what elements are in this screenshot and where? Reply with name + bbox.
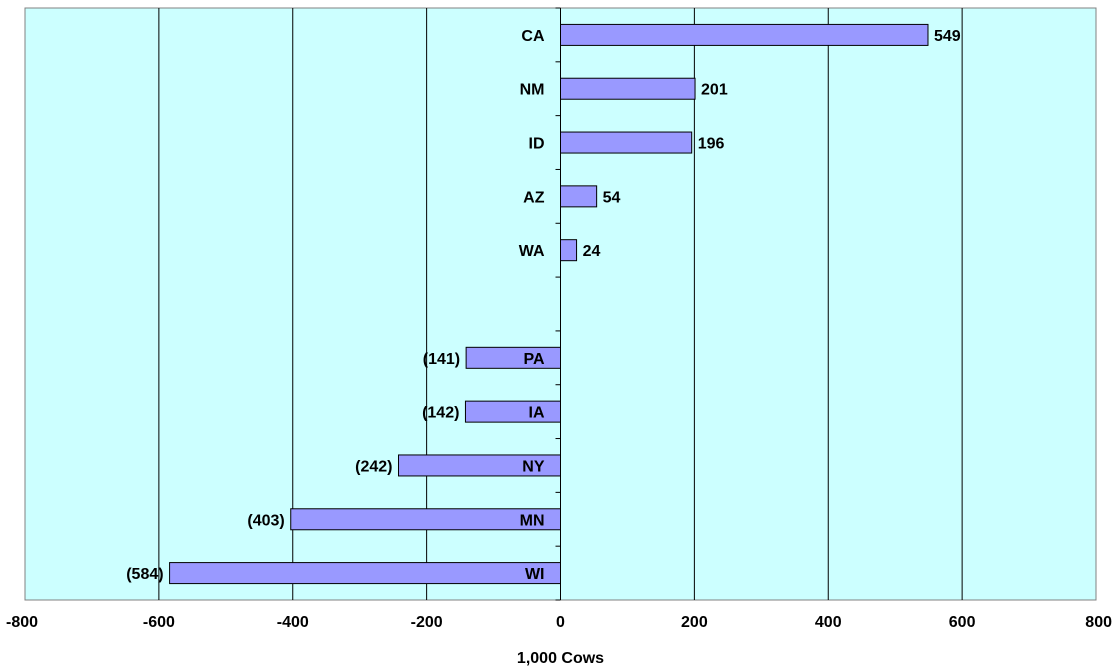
category-label: PA — [523, 351, 544, 368]
category-label: NY — [522, 458, 545, 475]
data-label: 196 — [698, 136, 725, 153]
category-labels: CA NM ID AZ WA PA IA NY MN WI — [519, 28, 545, 583]
x-tick-labels: -800 -600 -400 -200 0 200 400 600 800 — [6, 614, 1112, 631]
x-tick-label: -200 — [411, 614, 443, 631]
category-label: CA — [521, 28, 545, 45]
data-label: 24 — [583, 243, 601, 260]
bar-ia — [464, 400, 562, 423]
data-label: (142) — [422, 405, 459, 422]
data-labels: 549 201 196 54 24 (141) (142) (242) (403) (584) — [126, 28, 961, 583]
bar-wa — [560, 239, 578, 262]
bar-nm — [560, 77, 696, 100]
category-label: NM — [520, 82, 545, 99]
category-label: ID — [529, 136, 545, 153]
data-label: (403) — [247, 512, 284, 529]
bar-pa — [465, 346, 562, 369]
x-tick-label: 400 — [815, 614, 842, 631]
category-axis — [555, 7, 561, 601]
bar-ca — [560, 23, 929, 46]
bar-wi — [169, 562, 562, 585]
category-label: WA — [519, 243, 545, 260]
data-label: 54 — [603, 189, 621, 206]
x-tick-label: 200 — [681, 614, 708, 631]
x-tick-label: 0 — [556, 614, 565, 631]
bar-az — [560, 185, 598, 208]
data-label: 549 — [934, 28, 961, 45]
bar-id — [560, 131, 693, 154]
data-label: (242) — [355, 458, 392, 475]
category-label: MN — [520, 512, 545, 529]
data-label: 201 — [701, 82, 728, 99]
x-tick-label: -600 — [143, 614, 175, 631]
x-axis-title: 1,000 Cows — [517, 650, 604, 667]
category-label: WI — [525, 566, 545, 583]
x-tick-label: -400 — [277, 614, 309, 631]
x-tick-label: 800 — [1085, 614, 1112, 631]
x-tick-label: 600 — [949, 614, 976, 631]
x-tick-label: -800 — [6, 614, 38, 631]
category-label: IA — [529, 405, 545, 422]
gridlines — [158, 8, 963, 600]
data-label: (584) — [126, 566, 163, 583]
data-label: (141) — [423, 351, 460, 368]
bars — [169, 23, 929, 585]
category-label: AZ — [523, 189, 545, 206]
